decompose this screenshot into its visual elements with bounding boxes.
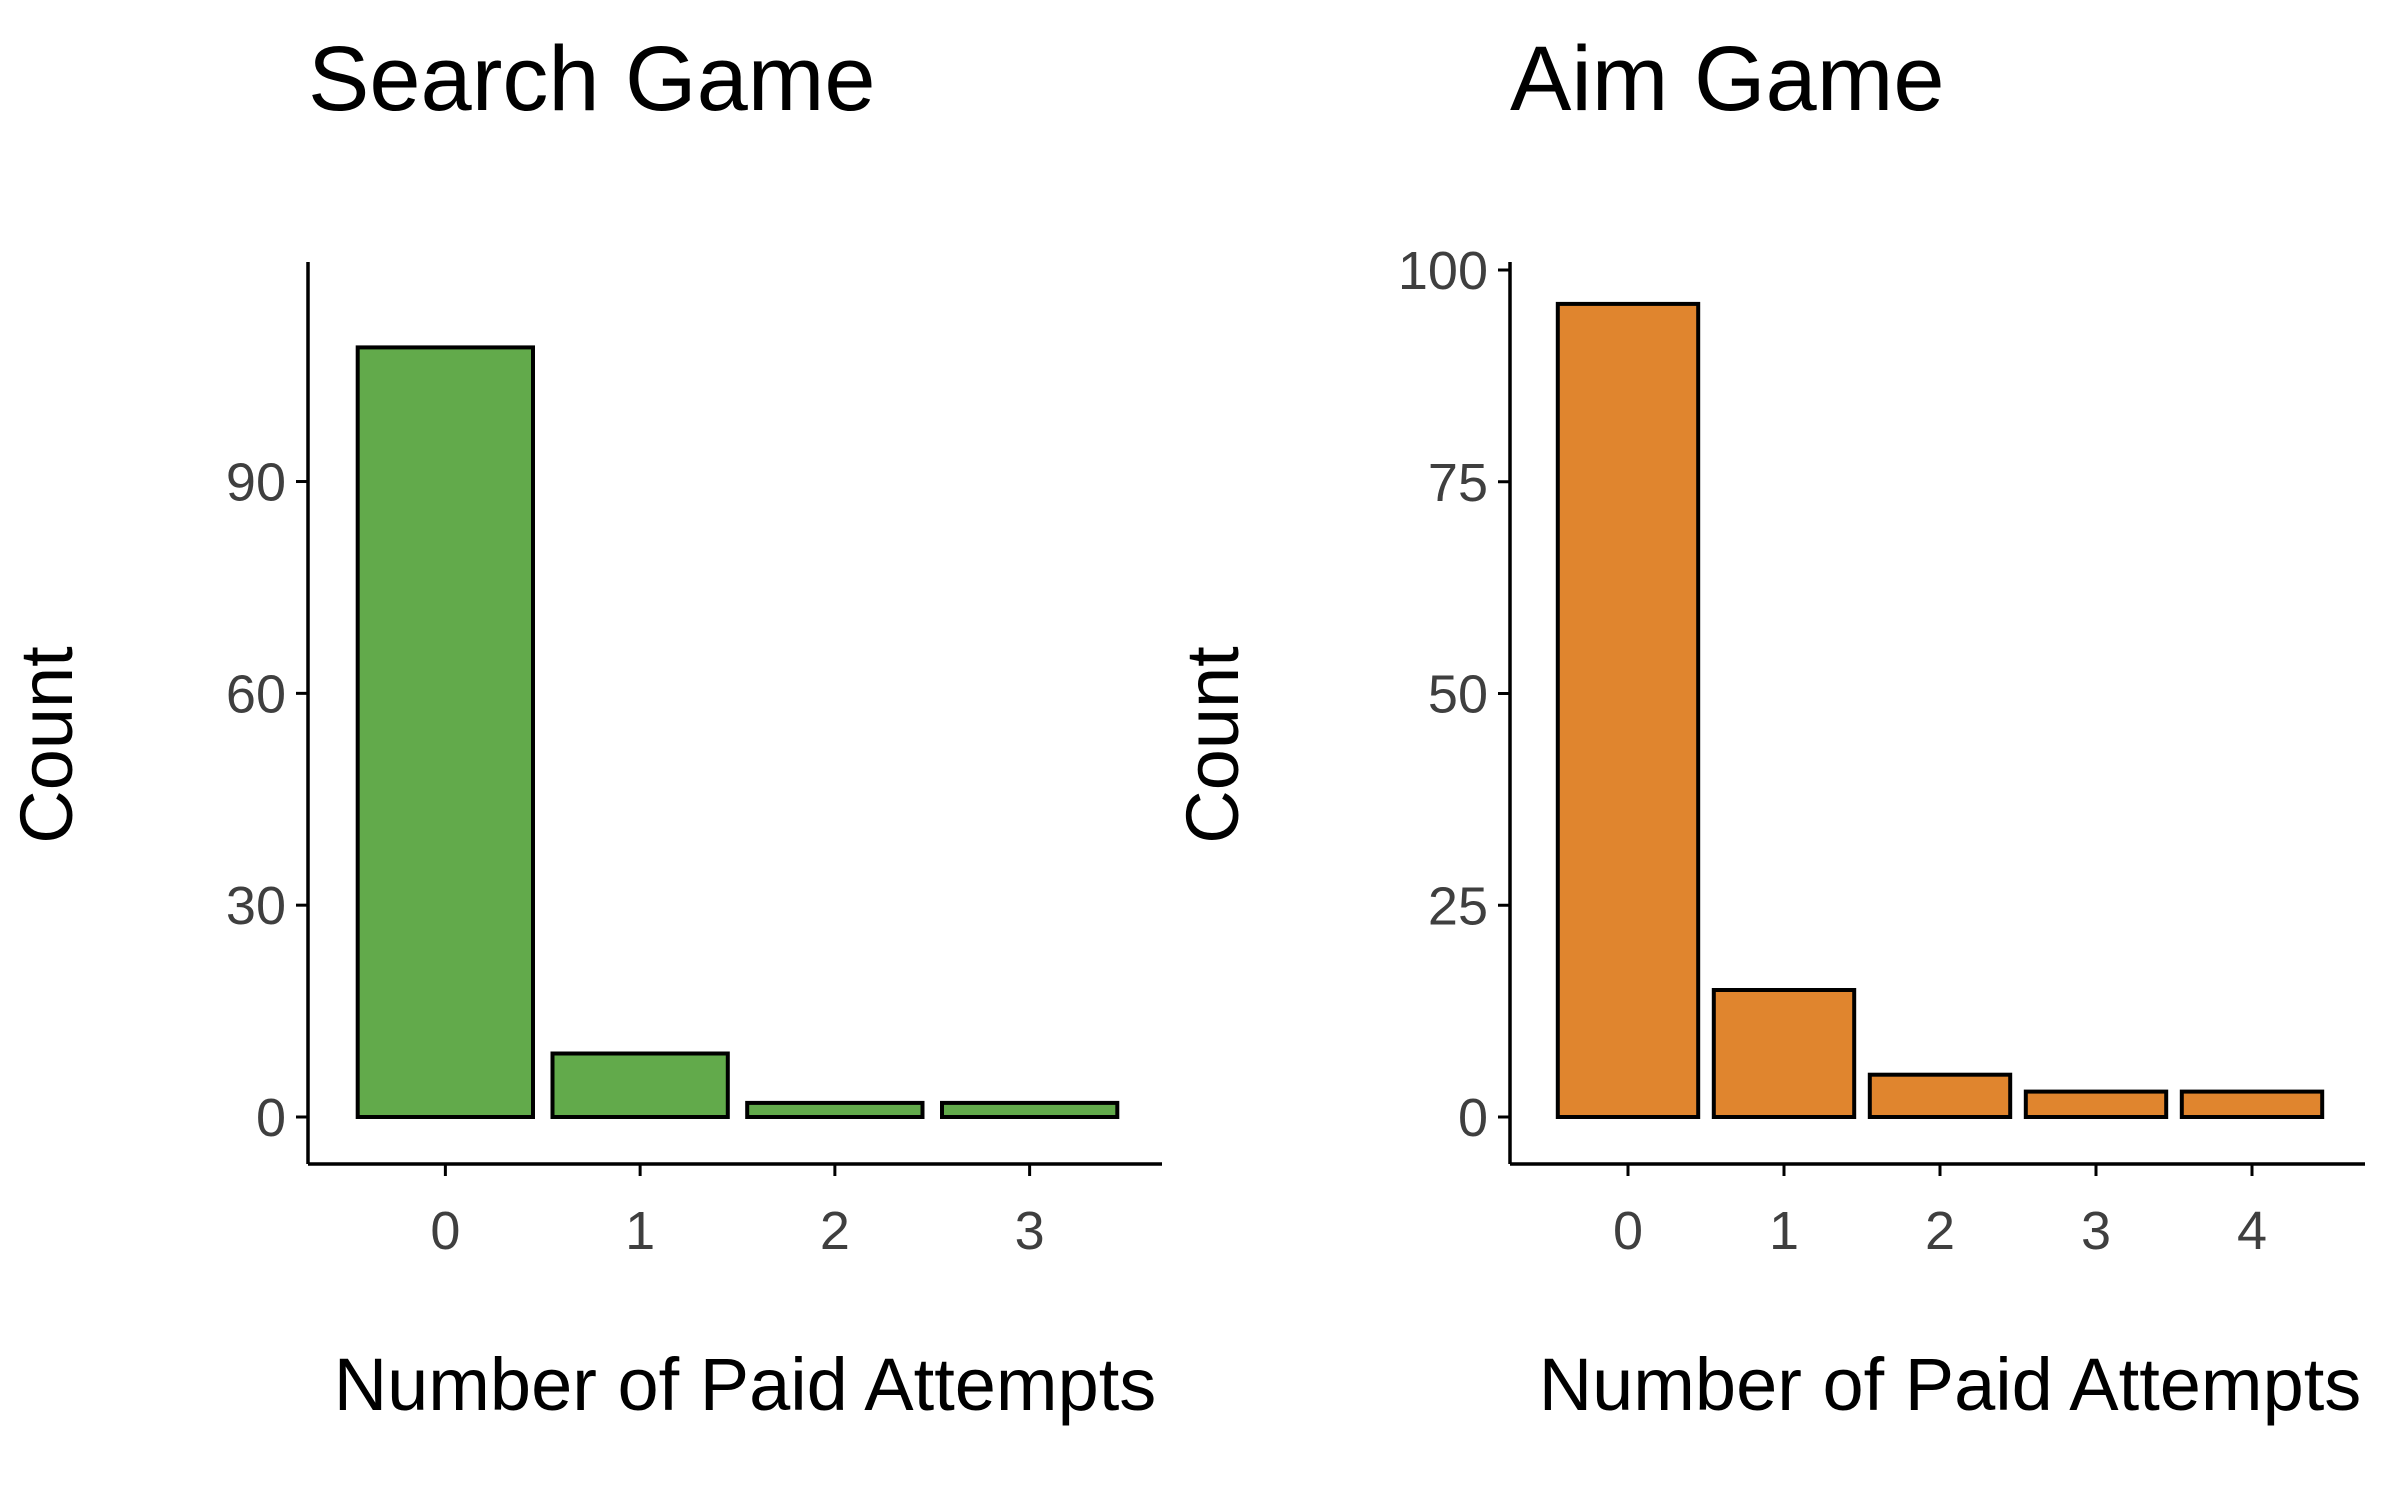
y-tick-label: 60 (226, 664, 286, 724)
chart-panel-2: Aim Game 0 1 2 3 4 0 25 50 75 100 Number of Paid At… (1171, 28, 2365, 1426)
x-tick-label: 0 (430, 1201, 460, 1261)
bar-2 (745, 1100, 925, 1120)
bar-0 (355, 345, 536, 1119)
x-tick-label: 1 (625, 1201, 655, 1261)
y-axis-title: Count (1171, 646, 1254, 844)
x-tick-label: 0 (1613, 1201, 1643, 1261)
y-axis-title: Count (5, 646, 88, 844)
x-tick-label: 2 (820, 1201, 850, 1261)
x-tick-label: 3 (2081, 1201, 2111, 1261)
y-tick-label: 25 (1428, 876, 1488, 936)
chart-title: Aim Game (1510, 28, 1945, 130)
x-tick-label: 3 (1015, 1201, 1045, 1261)
y-tick-label: 90 (226, 453, 286, 513)
bar-2 (1867, 1072, 2013, 1119)
bar-1 (550, 1051, 730, 1119)
y-tick-label: 75 (1428, 453, 1488, 513)
x-axis-title: Number of Paid Attempts (334, 1343, 1157, 1426)
bar-3 (940, 1100, 1120, 1120)
bar-3 (2023, 1089, 2169, 1119)
y-tick-label: 30 (226, 876, 286, 936)
x-tick-label: 1 (1769, 1201, 1799, 1261)
x-tick-label: 2 (1925, 1201, 1955, 1261)
y-tick-label: 50 (1428, 665, 1488, 725)
x-axis-title: Number of Paid Attempts (1539, 1343, 2362, 1426)
y-tick-label: 0 (256, 1088, 286, 1148)
x-tick-label: 4 (2237, 1201, 2267, 1261)
y-tick-label: 100 (1398, 241, 1488, 301)
y-tick-label: 0 (1458, 1088, 1488, 1148)
chart-title: Search Game (308, 28, 876, 130)
bar-4 (2179, 1089, 2325, 1119)
bar-1 (1711, 988, 1857, 1119)
bar-0 (1555, 301, 1701, 1119)
